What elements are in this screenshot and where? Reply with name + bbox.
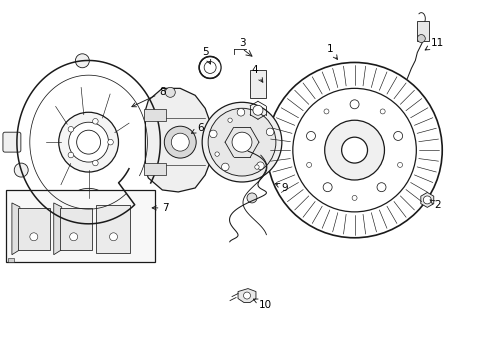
Circle shape bbox=[237, 108, 245, 116]
Circle shape bbox=[208, 108, 276, 176]
Text: 3: 3 bbox=[239, 37, 245, 48]
Circle shape bbox=[342, 137, 368, 163]
Bar bbox=[417, 21, 429, 41]
Circle shape bbox=[253, 105, 263, 115]
Circle shape bbox=[128, 198, 142, 212]
Text: 11: 11 bbox=[425, 37, 444, 50]
Circle shape bbox=[110, 233, 118, 241]
Polygon shape bbox=[146, 88, 210, 192]
Circle shape bbox=[266, 128, 274, 136]
Circle shape bbox=[165, 87, 175, 97]
Circle shape bbox=[164, 126, 196, 158]
Circle shape bbox=[232, 132, 252, 152]
Circle shape bbox=[255, 165, 259, 169]
Circle shape bbox=[380, 109, 385, 114]
Circle shape bbox=[59, 112, 119, 172]
Circle shape bbox=[30, 233, 38, 241]
Bar bbox=[145, 163, 166, 175]
Circle shape bbox=[68, 126, 73, 132]
Circle shape bbox=[350, 100, 359, 109]
Polygon shape bbox=[421, 193, 434, 207]
Bar bbox=[6, 190, 155, 262]
Circle shape bbox=[417, 35, 425, 42]
Circle shape bbox=[76, 130, 100, 154]
Polygon shape bbox=[12, 203, 20, 255]
Circle shape bbox=[70, 233, 77, 241]
Circle shape bbox=[247, 193, 257, 203]
Text: 8: 8 bbox=[132, 87, 166, 107]
Text: 5: 5 bbox=[202, 48, 211, 64]
Circle shape bbox=[323, 183, 332, 192]
Circle shape bbox=[228, 118, 232, 122]
Text: 10: 10 bbox=[253, 299, 271, 310]
FancyBboxPatch shape bbox=[3, 132, 21, 152]
Circle shape bbox=[108, 139, 113, 145]
Circle shape bbox=[244, 292, 250, 299]
Circle shape bbox=[75, 54, 89, 68]
Circle shape bbox=[215, 152, 220, 156]
Text: 2: 2 bbox=[430, 200, 441, 210]
Polygon shape bbox=[54, 203, 62, 255]
Text: 6: 6 bbox=[192, 123, 203, 133]
Circle shape bbox=[325, 120, 385, 180]
Circle shape bbox=[93, 118, 98, 124]
Circle shape bbox=[14, 163, 28, 177]
Circle shape bbox=[397, 162, 403, 167]
Text: 9: 9 bbox=[275, 183, 288, 193]
Circle shape bbox=[68, 152, 73, 158]
Bar bbox=[60, 208, 92, 250]
Circle shape bbox=[257, 162, 264, 170]
Bar bbox=[96, 205, 130, 253]
Circle shape bbox=[93, 160, 98, 166]
Circle shape bbox=[377, 183, 386, 192]
Text: 4: 4 bbox=[252, 66, 263, 82]
Bar bbox=[145, 109, 166, 121]
Circle shape bbox=[324, 109, 329, 114]
Polygon shape bbox=[238, 289, 256, 302]
Circle shape bbox=[423, 196, 431, 204]
Bar bbox=[250, 71, 266, 98]
Polygon shape bbox=[8, 258, 14, 262]
Circle shape bbox=[307, 162, 312, 167]
Circle shape bbox=[202, 102, 282, 182]
Text: 1: 1 bbox=[326, 44, 338, 59]
Circle shape bbox=[352, 195, 357, 201]
Text: 7: 7 bbox=[152, 203, 169, 213]
Circle shape bbox=[221, 163, 229, 171]
Bar bbox=[18, 208, 50, 250]
Circle shape bbox=[69, 122, 108, 162]
Circle shape bbox=[210, 130, 217, 138]
Circle shape bbox=[393, 131, 403, 140]
Circle shape bbox=[172, 133, 189, 151]
Circle shape bbox=[307, 131, 316, 140]
